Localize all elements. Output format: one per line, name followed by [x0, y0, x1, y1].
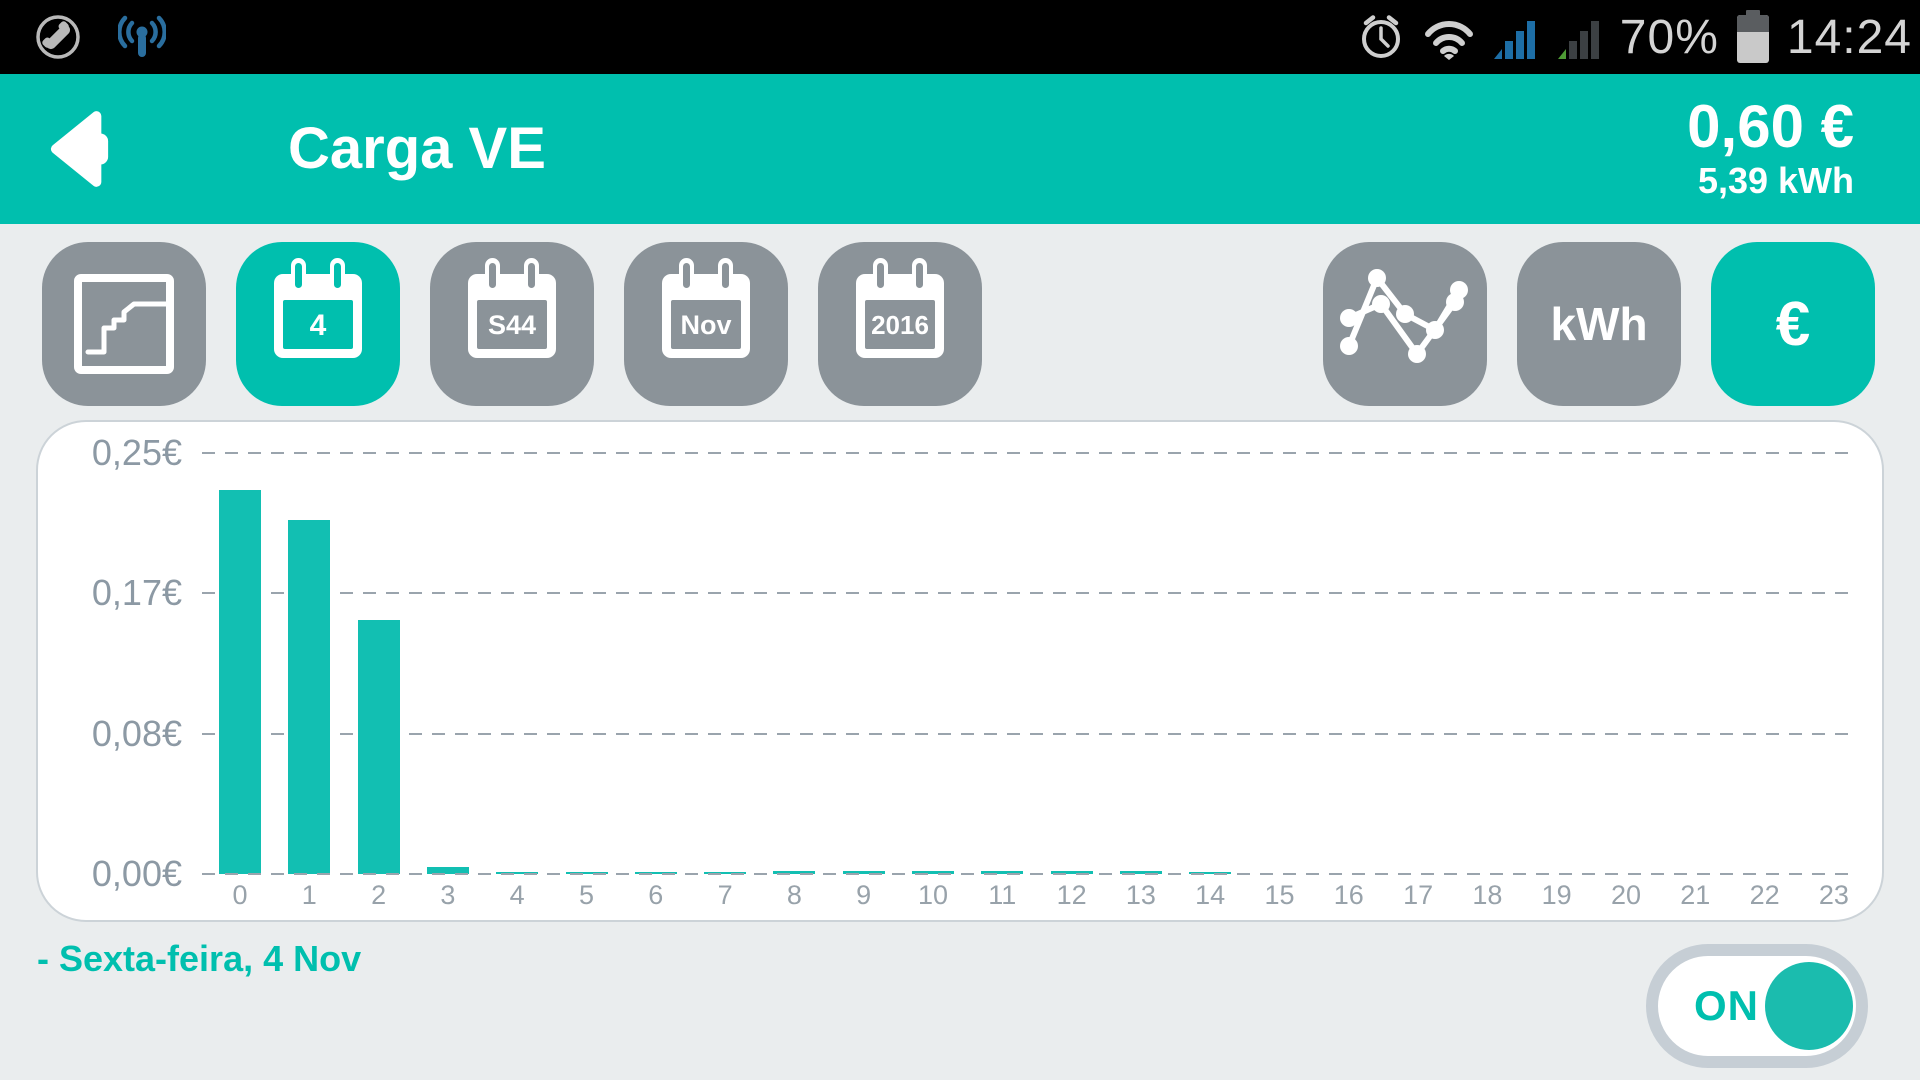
x-axis-tick-label: 12 [1056, 880, 1087, 910]
toggle-knob[interactable] [1765, 962, 1853, 1050]
x-axis-tick-label: 20 [1610, 880, 1642, 910]
y-axis-tick-label: 0,25€ [91, 432, 182, 473]
selected-date-label: - Sexta-feira, 4 Nov [37, 938, 362, 979]
day-filter-label: 4 [310, 309, 327, 342]
x-axis-tick-label: 6 [648, 880, 664, 910]
year-filter-button[interactable]: 2016 [818, 242, 982, 406]
chart-card: 0,25€ 0,17€ 0,08€ 0,00€ 0 1 2 3 4 5 6 7 8 9 10 11 12 13 14… [36, 420, 1884, 922]
bar [219, 490, 261, 874]
bar [1050, 870, 1093, 874]
x-axis-tick-label: 23 [1818, 880, 1849, 910]
step-chart-button[interactable] [42, 242, 206, 406]
day-filter-button[interactable]: 4 [236, 242, 400, 406]
calendar-icon: 4 [274, 258, 362, 358]
unit-kwh-button[interactable]: kWh [1517, 242, 1681, 406]
phone-icon [36, 15, 80, 59]
x-axis-tick-label: 18 [1472, 880, 1503, 910]
x-axis-tick-label: 11 [988, 880, 1017, 910]
status-bar: 70% 14:24 [0, 0, 1920, 74]
month-filter-label: Nov [680, 310, 731, 340]
battery-percent: 70% [1619, 10, 1719, 64]
line-chart-button[interactable] [1323, 242, 1487, 406]
period-filter-group: 4 S44 Nov [42, 242, 982, 406]
bar [426, 867, 469, 874]
x-axis-tick-label: 9 [856, 880, 872, 910]
hotspot-icon [118, 15, 166, 57]
x-axis-tick-label: 16 [1333, 880, 1364, 910]
x-axis-tick-label: 7 [717, 880, 733, 910]
x-axis-tick-label: 10 [917, 880, 949, 910]
alarm-icon [1361, 15, 1400, 58]
unit-euro-button[interactable]: € [1711, 242, 1875, 406]
x-axis-tick-label: 3 [440, 880, 456, 910]
bar [357, 619, 400, 874]
bar [842, 870, 885, 874]
y-axis-tick-label: 0,08€ [91, 713, 182, 755]
y-axis-tick-label: 0,17€ [91, 571, 182, 613]
x-axis-tick-label: 14 [1195, 880, 1226, 910]
gridline [202, 733, 1856, 736]
x-axis-tick-label: 13 [1125, 880, 1156, 910]
month-filter-button[interactable]: Nov [624, 242, 788, 406]
header: Carga VE 0,60 € 5,39 kWh [0, 74, 1920, 224]
x-axis-tick-label: 5 [578, 880, 595, 910]
gridline [202, 873, 1856, 875]
x-axis-tick-label: 2 [371, 880, 387, 910]
header-totals: 0,60 € 5,39 kWh [1687, 74, 1854, 224]
total-cost: 0,60 € [1687, 93, 1854, 160]
year-filter-label: 2016 [871, 310, 929, 340]
bar [773, 870, 816, 874]
clock-time: 14:24 [1786, 10, 1912, 64]
cell-signal-icon [1493, 21, 1535, 59]
x-axis-tick-label: 8 [786, 880, 802, 910]
bar [912, 870, 954, 874]
gridline [202, 591, 1856, 594]
status-bar-right: 70% 14:24 [1356, 10, 1912, 65]
back-button[interactable] [48, 107, 112, 191]
calendar-icon: S44 [468, 258, 556, 358]
page-title: Carga VE [288, 116, 546, 181]
total-energy: 5,39 kWh [1697, 160, 1854, 201]
x-axis-tick-label: 15 [1264, 880, 1295, 910]
line-chart-icon [1340, 269, 1468, 363]
euro-label: € [1775, 289, 1811, 359]
x-axis-tick-label: 0 [232, 880, 248, 910]
plot-area: 0,25€ 0,17€ 0,08€ 0,00€ 0 1 2 3 4 5 6 7 8 9 10 11 12 13 14… [38, 422, 1882, 920]
display-mode-group: kWh € [1323, 242, 1875, 406]
charge-on-off-toggle[interactable]: ON [1646, 944, 1868, 1068]
kwh-label: kWh [1550, 298, 1648, 350]
week-filter-button[interactable]: S44 [430, 242, 594, 406]
bar [1119, 870, 1162, 874]
wifi-icon [1424, 20, 1473, 60]
week-filter-label: S44 [488, 310, 536, 340]
x-axis-tick-label: 22 [1749, 880, 1780, 910]
step-chart-icon [74, 274, 174, 374]
x-axis-tick-label: 21 [1680, 880, 1711, 910]
bar [981, 870, 1024, 874]
bar [288, 520, 331, 874]
calendar-icon: Nov [662, 258, 750, 358]
cell-signal-2-icon [1557, 21, 1599, 59]
calendar-icon: 2016 [856, 258, 944, 358]
x-axis-tick-label: 1 [301, 880, 317, 910]
x-axis-tick-label: 4 [509, 880, 525, 910]
x-axis-tick-label: 19 [1541, 880, 1572, 910]
toggle-state-label: ON [1694, 982, 1759, 1029]
gridline [202, 452, 1856, 454]
battery-icon [1736, 10, 1769, 63]
y-axis-tick-label: 0,00€ [91, 853, 182, 894]
x-axis-tick-label: 17 [1403, 880, 1434, 910]
